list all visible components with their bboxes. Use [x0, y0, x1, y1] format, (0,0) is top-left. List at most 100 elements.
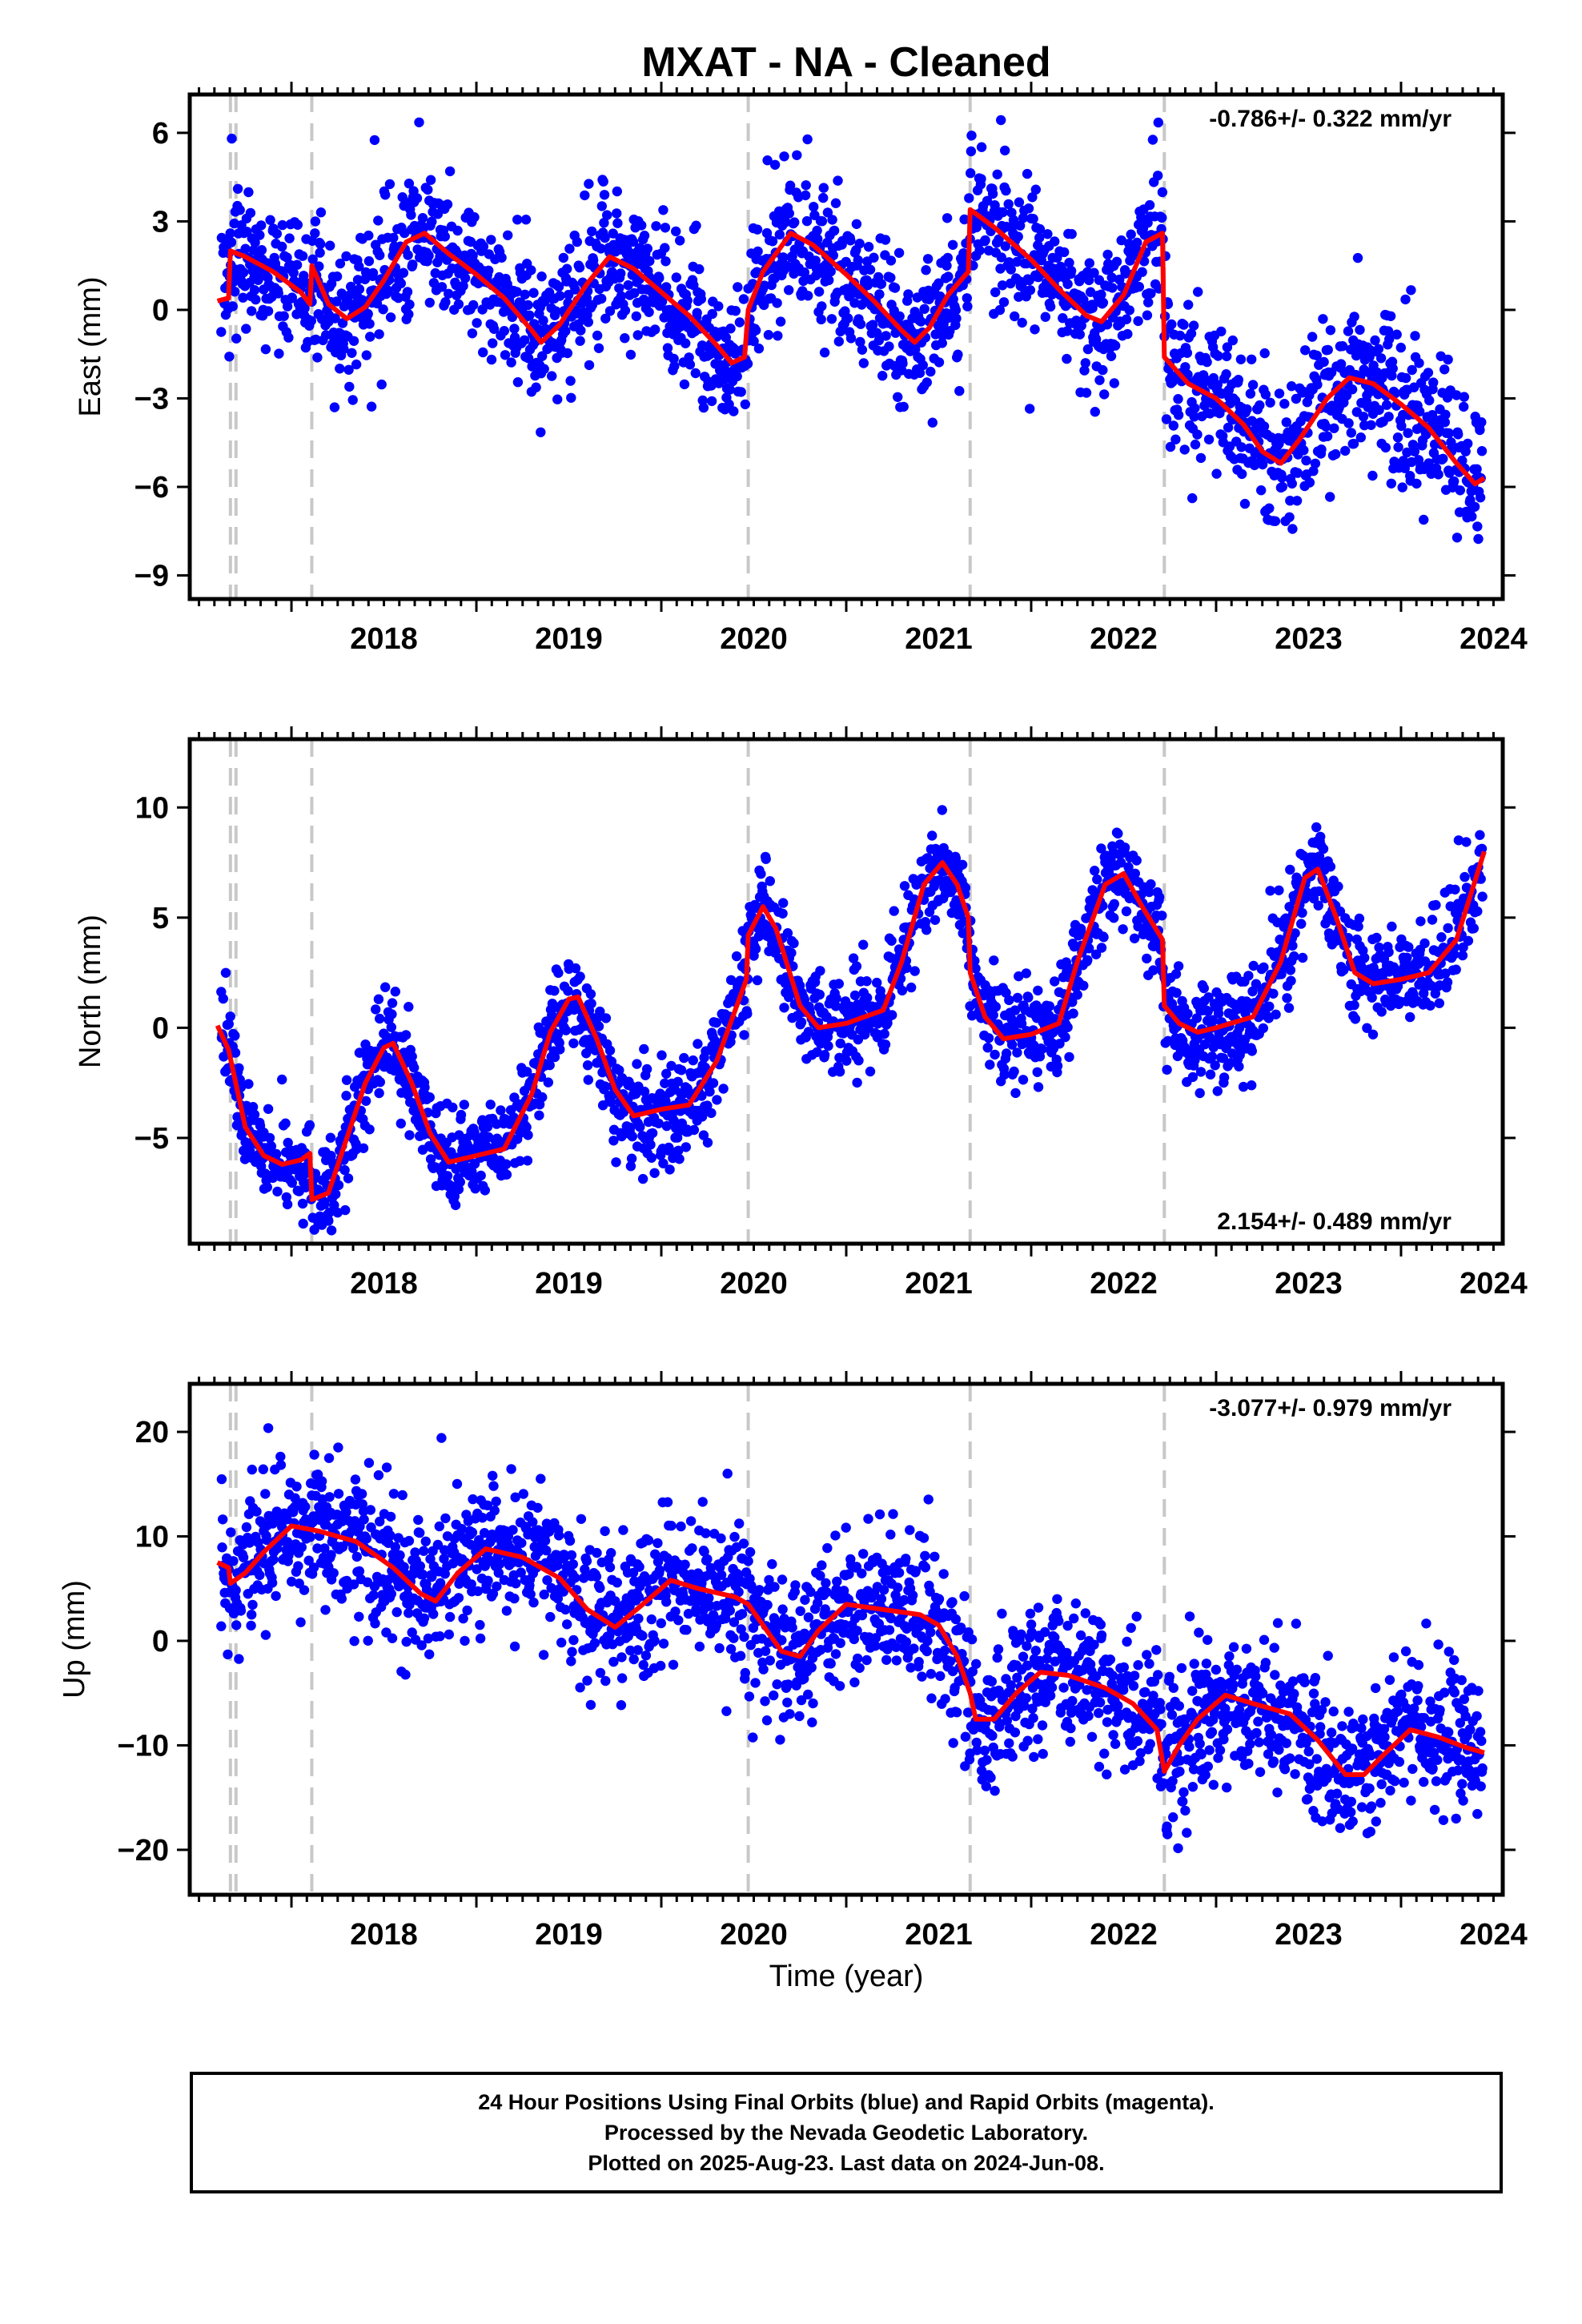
data-point	[324, 1207, 335, 1218]
data-point	[234, 1654, 244, 1664]
data-point	[596, 201, 607, 211]
data-point	[988, 1010, 998, 1020]
data-point	[565, 376, 576, 386]
data-point	[927, 830, 938, 841]
data-point	[1032, 1067, 1042, 1078]
data-point	[1236, 442, 1247, 452]
data-point	[1203, 434, 1215, 444]
data-point	[258, 1464, 268, 1474]
data-point	[1434, 998, 1445, 1008]
data-point	[343, 364, 354, 375]
data-point	[1463, 438, 1473, 449]
data-point	[448, 1102, 458, 1113]
data-point	[1476, 446, 1488, 456]
data-point	[862, 992, 873, 1003]
data-point	[230, 287, 240, 297]
data-point	[1165, 441, 1176, 452]
data-point	[1274, 388, 1285, 399]
data-point	[1391, 329, 1402, 340]
data-point	[424, 251, 434, 261]
data-point	[1439, 364, 1450, 375]
data-point	[1257, 459, 1268, 470]
data-point	[1027, 192, 1038, 203]
data-point	[861, 976, 872, 987]
data-point	[1157, 911, 1167, 921]
data-point	[884, 341, 894, 352]
data-point	[887, 1010, 897, 1020]
data-point	[1111, 256, 1122, 267]
data-point	[997, 280, 1008, 291]
data-point	[1030, 324, 1040, 335]
data-point	[1213, 351, 1223, 361]
data-point	[1109, 899, 1120, 910]
data-point	[450, 1200, 461, 1211]
data-point	[976, 142, 987, 152]
data-point	[691, 220, 701, 231]
data-point	[1247, 986, 1258, 997]
data-point	[1285, 496, 1295, 506]
data-point	[265, 215, 275, 225]
data-point	[831, 993, 841, 1003]
data-point	[1000, 241, 1011, 251]
data-point	[1355, 324, 1365, 336]
data-point	[813, 234, 823, 244]
data-point	[1191, 1013, 1203, 1023]
data-point	[1082, 955, 1093, 966]
data-point	[863, 242, 874, 252]
data-point	[455, 1176, 465, 1188]
data-point	[897, 985, 908, 996]
data-point	[604, 1045, 616, 1055]
data-point	[608, 1136, 619, 1146]
data-point	[323, 1216, 334, 1226]
data-point	[660, 243, 670, 253]
data-point	[762, 155, 773, 166]
data-point	[299, 303, 310, 314]
data-point	[227, 301, 238, 312]
data-point	[279, 311, 289, 321]
data-point	[784, 208, 794, 219]
data-point	[1347, 384, 1358, 395]
data-point	[639, 231, 650, 241]
data-point	[283, 332, 294, 343]
data-point	[690, 368, 701, 379]
data-point	[316, 1476, 327, 1486]
data-point	[681, 1142, 691, 1152]
data-point	[458, 280, 468, 292]
data-point	[1392, 432, 1403, 443]
data-point	[295, 1617, 306, 1627]
data-point	[1340, 445, 1351, 456]
data-point	[277, 1074, 287, 1085]
data-point	[1173, 961, 1184, 971]
data-point	[378, 304, 388, 315]
data-point	[218, 993, 228, 1004]
data-point	[759, 280, 769, 291]
data-point	[1414, 358, 1424, 368]
data-point	[665, 1164, 675, 1175]
data-point	[484, 265, 494, 275]
data-point	[1245, 388, 1256, 399]
data-point	[1472, 906, 1483, 917]
data-point	[262, 1182, 272, 1192]
data-point	[467, 328, 478, 339]
data-point	[800, 190, 811, 201]
data-point	[390, 987, 400, 997]
data-point	[1452, 390, 1462, 400]
data-point	[371, 1004, 381, 1015]
data-point	[1182, 348, 1193, 358]
data-point	[307, 254, 318, 264]
data-point	[1037, 1043, 1047, 1055]
data-point	[833, 979, 845, 989]
data-point	[218, 1514, 228, 1525]
data-point	[501, 1169, 512, 1180]
y-tick-label: −6	[135, 471, 169, 505]
data-point	[555, 291, 565, 301]
data-point	[1374, 404, 1384, 416]
data-point	[1457, 950, 1468, 961]
data-point	[921, 925, 932, 935]
data-point	[293, 1561, 303, 1571]
data-point	[1023, 992, 1034, 1003]
data-point	[570, 963, 581, 974]
data-point	[1461, 837, 1472, 847]
data-point	[1234, 1061, 1244, 1072]
data-point	[1291, 496, 1303, 506]
